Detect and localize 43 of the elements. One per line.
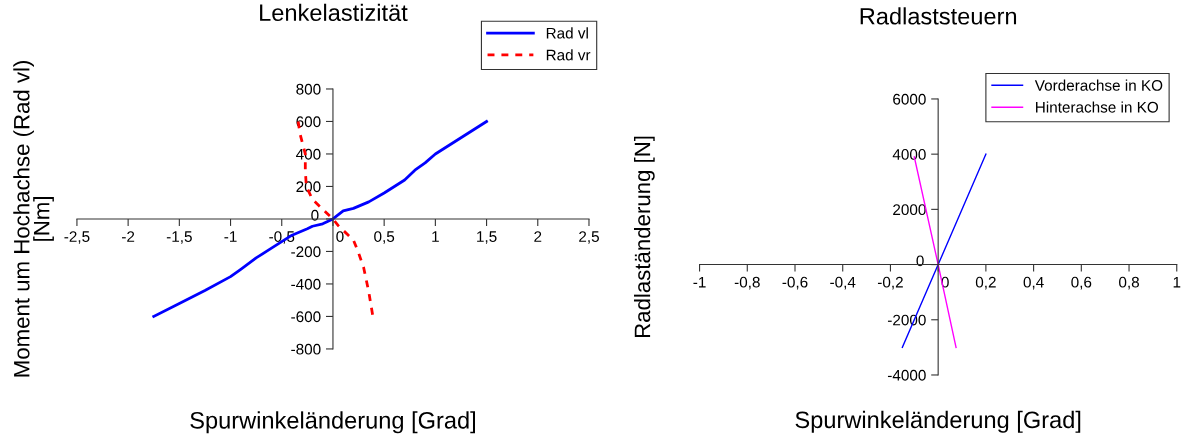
y-tick-label: -600 bbox=[291, 311, 321, 323]
y-tick-label: 0 bbox=[311, 209, 319, 221]
chart-title: Lenkelastizität bbox=[260, 3, 408, 22]
x-tick-label: 0 bbox=[336, 231, 344, 242]
x-tick-label: -0,4 bbox=[830, 276, 856, 290]
legend-label: Vorderachse in KO bbox=[1034, 79, 1163, 91]
y-tick-label: 2000 bbox=[893, 204, 926, 216]
x-tick-label: -1 bbox=[224, 231, 237, 242]
x-tick-label: 0,5 bbox=[374, 231, 395, 244]
x-tick-label: 1,5 bbox=[477, 231, 497, 244]
x-tick-label: 0,8 bbox=[1119, 276, 1139, 290]
x-tick-label: -0,6 bbox=[782, 276, 808, 290]
x-tick-label: 0,6 bbox=[1071, 276, 1092, 290]
y-tick-label: -4000 bbox=[887, 369, 926, 381]
y-tick-label: 200 bbox=[296, 181, 321, 193]
x-tick-label: 1 bbox=[1173, 276, 1181, 288]
legend-label: Rad vl bbox=[546, 27, 588, 39]
chart-title: Radlaststeuern bbox=[860, 7, 1017, 25]
y-axis-title: Moment um Hochachse (Rad vl) [Nm] bbox=[13, 61, 54, 377]
y-tick-label: 800 bbox=[296, 83, 321, 95]
x-tick-label: 0,2 bbox=[975, 276, 996, 290]
x-tick-label: 0,4 bbox=[1023, 276, 1044, 290]
x-tick-label: -2,5 bbox=[64, 231, 90, 244]
x-tick-label: -0,8 bbox=[734, 276, 760, 290]
y-tick-label: -800 bbox=[291, 343, 321, 355]
legend-label: Hinterachse in KO bbox=[1036, 101, 1159, 113]
x-tick-label: 2,5 bbox=[579, 231, 599, 244]
y-axis-title: Radlaständerung [N] bbox=[633, 136, 655, 338]
legend-label: Rad vr bbox=[546, 49, 591, 61]
x-tick-label: -1,5 bbox=[166, 231, 192, 244]
y-tick-label: 6000 bbox=[893, 93, 926, 105]
x-tick-label: 2 bbox=[534, 231, 542, 242]
x-tick-label: -2 bbox=[122, 231, 135, 242]
y-tick-label: 4000 bbox=[892, 149, 926, 160]
y-tick-label: -200 bbox=[291, 246, 321, 258]
x-axis-title: Spurwinkeländerung [Grad] bbox=[795, 410, 1081, 433]
x-tick-label: -0,2 bbox=[877, 276, 903, 290]
x-tick-label: -1 bbox=[693, 276, 706, 288]
x-tick-label: 1 bbox=[432, 231, 439, 242]
x-axis-title: Spurwinkeländerung [Grad] bbox=[190, 411, 475, 434]
y-tick-label: 400 bbox=[296, 148, 321, 160]
y-tick-label: 600 bbox=[296, 116, 321, 128]
y-tick-label: -400 bbox=[291, 278, 321, 290]
